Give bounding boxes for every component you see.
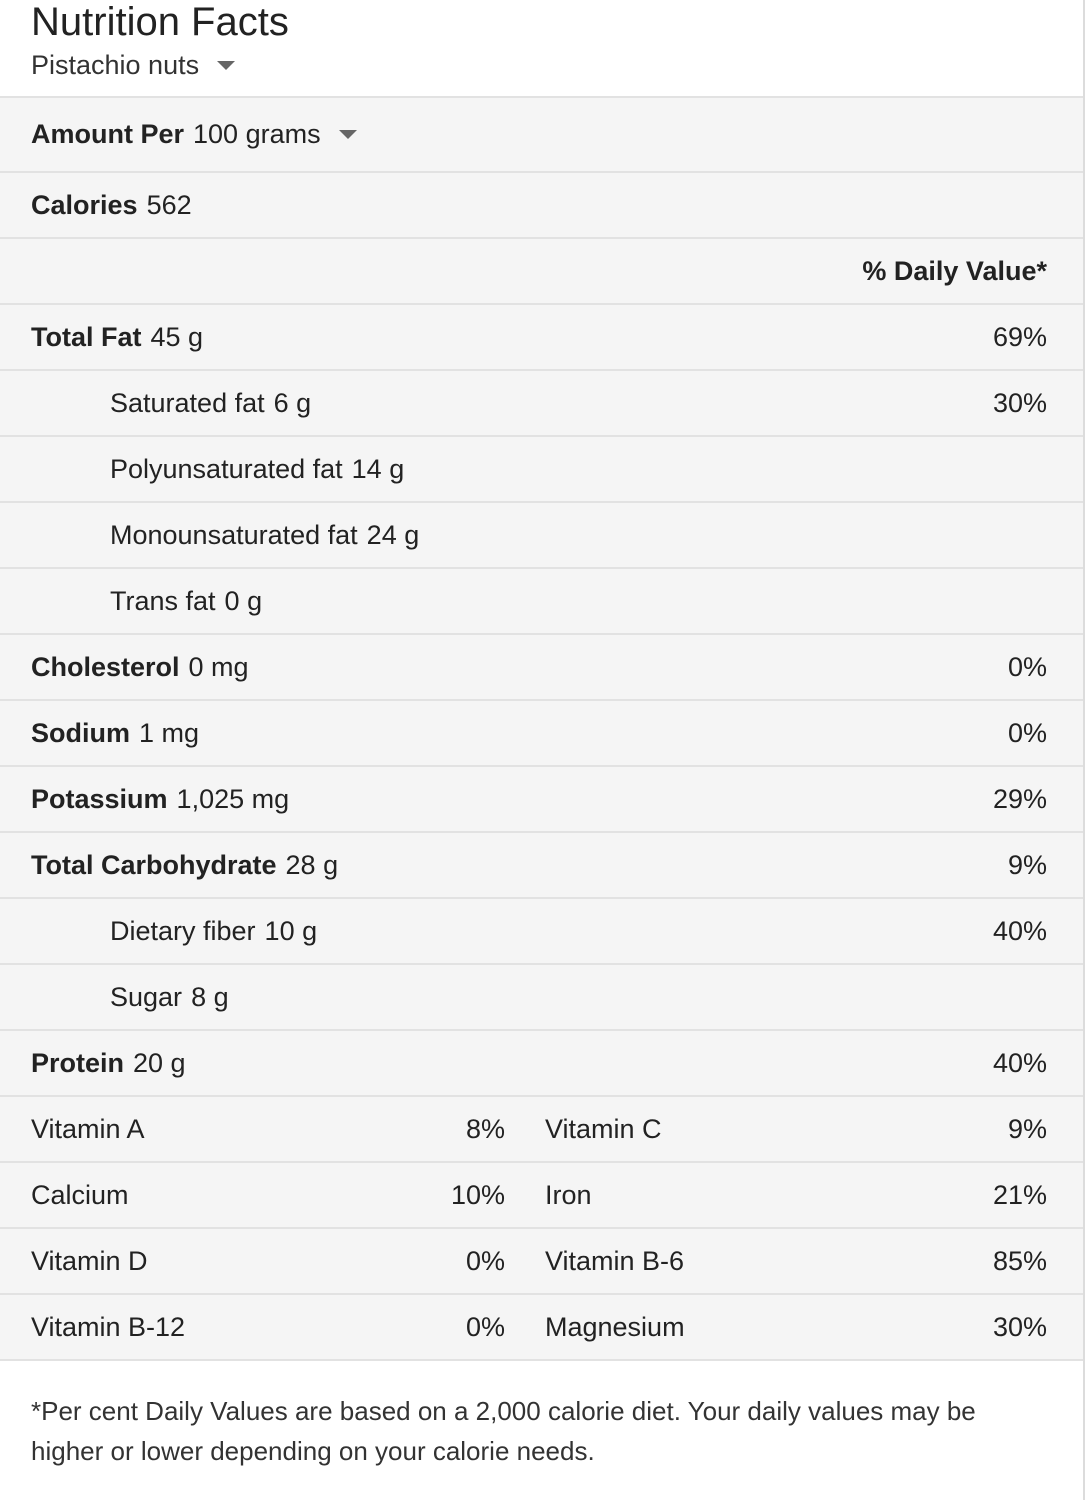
nutrient-row: Protein 20 g 40% bbox=[0, 1031, 1083, 1097]
nutrient-row: Trans fat 0 g bbox=[0, 569, 1083, 635]
vitamin-cell: Vitamin C 9% bbox=[539, 1114, 1047, 1145]
nutrient-name: Monounsaturated fat bbox=[110, 519, 358, 550]
vitamin-name: Magnesium bbox=[545, 1311, 685, 1342]
nutrient-amount: 10 g bbox=[264, 915, 318, 946]
serving-amount: 100 grams bbox=[193, 119, 321, 149]
vitamin-name: Vitamin C bbox=[545, 1113, 662, 1144]
footnote: *Per cent Daily Values are based on a 2,… bbox=[0, 1361, 1083, 1471]
dropdown-arrow bbox=[217, 60, 236, 70]
serving-row: Amount Per 100 grams bbox=[0, 98, 1083, 173]
vitamin-name: Calcium bbox=[31, 1179, 129, 1210]
vitamin-name: Iron bbox=[545, 1179, 592, 1210]
nutrient-name: Trans fat bbox=[110, 585, 216, 616]
daily-value-header-row: % Daily Value* bbox=[0, 239, 1083, 305]
food-selector[interactable]: Pistachio nuts bbox=[31, 50, 236, 81]
nutrient-name: Dietary fiber bbox=[110, 915, 256, 946]
vitamin-name: Vitamin A bbox=[31, 1113, 145, 1144]
daily-value: 29% bbox=[992, 783, 1047, 814]
nutrient-amount: 24 g bbox=[366, 519, 420, 550]
nutrient-amount: 28 g bbox=[285, 849, 339, 880]
vitamin-cell: Vitamin A 8% bbox=[31, 1114, 539, 1145]
vitamin-cell: Vitamin D 0% bbox=[31, 1246, 539, 1277]
vitamin-daily-value: 21% bbox=[992, 1179, 1047, 1210]
nutrient-row: Polyunsaturated fat 14 g bbox=[0, 437, 1083, 503]
nutrient-amount: 0 mg bbox=[188, 651, 249, 682]
vitamin-cell: Iron 21% bbox=[539, 1180, 1047, 1211]
daily-value: 40% bbox=[992, 915, 1047, 946]
vitamin-name: Vitamin B-6 bbox=[545, 1245, 685, 1276]
vitamin-row: Calcium 10% Iron 21% bbox=[0, 1163, 1083, 1229]
nutrient-row: Total Fat 45 g 69% bbox=[0, 305, 1083, 371]
nutrient-row: Monounsaturated fat 24 g bbox=[0, 503, 1083, 569]
nutrient-row: Saturated fat 6 g 30% bbox=[0, 371, 1083, 437]
nutrient-name: Protein bbox=[31, 1047, 125, 1078]
nutrient-name: Polyunsaturated fat bbox=[110, 453, 343, 484]
vitamin-list: Vitamin A 8% Vitamin C 9% Calcium 10% Iron 21% V… bbox=[0, 1097, 1083, 1361]
nutrient-row: Dietary fiber 10 g 40% bbox=[0, 899, 1083, 965]
daily-value: 9% bbox=[1007, 849, 1047, 880]
nutrient-name: Sugar bbox=[110, 981, 183, 1012]
vitamin-cell: Calcium 10% bbox=[31, 1180, 539, 1211]
nutrient-row: Potassium 1,025 mg 29% bbox=[0, 767, 1083, 833]
calories-label: Calories bbox=[31, 189, 138, 220]
vitamin-cell: Vitamin B-6 85% bbox=[539, 1246, 1047, 1277]
vitamin-cell: Magnesium 30% bbox=[539, 1312, 1047, 1343]
nutrient-amount: 6 g bbox=[273, 387, 312, 418]
nutrient-row: Sugar 8 g bbox=[0, 965, 1083, 1031]
nutrient-row: Total Carbohydrate 28 g 9% bbox=[0, 833, 1083, 899]
vitamin-row: Vitamin D 0% Vitamin B-6 85% bbox=[0, 1229, 1083, 1295]
nutrient-row: Sodium 1 mg 0% bbox=[0, 701, 1083, 767]
daily-value: 30% bbox=[992, 387, 1047, 418]
daily-value: 40% bbox=[992, 1047, 1047, 1078]
vitamin-daily-value: 0% bbox=[465, 1311, 505, 1342]
nutrient-amount: 1,025 mg bbox=[176, 783, 290, 814]
daily-value-header: % Daily Value* bbox=[862, 255, 1047, 286]
calories-value: 562 bbox=[146, 189, 192, 220]
food-name: Pistachio nuts bbox=[31, 50, 200, 80]
nutrient-name: Sodium bbox=[31, 717, 130, 748]
daily-value: 69% bbox=[992, 321, 1047, 352]
vitamin-daily-value: 30% bbox=[992, 1311, 1047, 1342]
vitamin-name: Vitamin D bbox=[31, 1245, 148, 1276]
header: Nutrition Facts Pistachio nuts bbox=[0, 0, 1083, 98]
vitamin-daily-value: 10% bbox=[450, 1179, 505, 1210]
nutrient-name: Potassium bbox=[31, 783, 168, 814]
vitamin-daily-value: 85% bbox=[992, 1245, 1047, 1276]
vitamin-cell: Vitamin B-12 0% bbox=[31, 1312, 539, 1343]
nutrient-row: Cholesterol 0 mg 0% bbox=[0, 635, 1083, 701]
nutrient-amount: 1 mg bbox=[139, 717, 200, 748]
title: Nutrition Facts bbox=[31, 0, 289, 44]
nutrient-name: Total Carbohydrate bbox=[31, 849, 277, 880]
daily-value: 0% bbox=[1007, 651, 1047, 682]
nutrient-amount: 14 g bbox=[351, 453, 405, 484]
nutrient-list: Total Fat 45 g 69% Saturated fat 6 g 30% Polyu… bbox=[0, 305, 1083, 1097]
vitamin-row: Vitamin B-12 0% Magnesium 30% bbox=[0, 1295, 1083, 1361]
serving-label: Amount Per bbox=[31, 119, 185, 149]
vitamin-name: Vitamin B-12 bbox=[31, 1311, 186, 1342]
nutrient-name: Cholesterol bbox=[31, 651, 180, 682]
serving-selector[interactable]: 100 grams bbox=[193, 119, 357, 150]
nutrient-name: Saturated fat bbox=[110, 387, 265, 418]
calories-row: Calories 562 bbox=[0, 173, 1083, 239]
daily-value: 0% bbox=[1007, 717, 1047, 748]
vitamin-row: Vitamin A 8% Vitamin C 9% bbox=[0, 1097, 1083, 1163]
nutrient-name: Total Fat bbox=[31, 321, 142, 352]
vitamin-daily-value: 9% bbox=[1007, 1113, 1047, 1144]
vitamin-daily-value: 0% bbox=[465, 1245, 505, 1276]
nutrient-amount: 0 g bbox=[224, 585, 263, 616]
dropdown-arrow bbox=[338, 129, 357, 139]
vitamin-daily-value: 8% bbox=[465, 1113, 505, 1144]
nutrient-amount: 20 g bbox=[133, 1047, 186, 1078]
nutrient-amount: 8 g bbox=[191, 981, 229, 1012]
nutrient-amount: 45 g bbox=[150, 321, 204, 352]
